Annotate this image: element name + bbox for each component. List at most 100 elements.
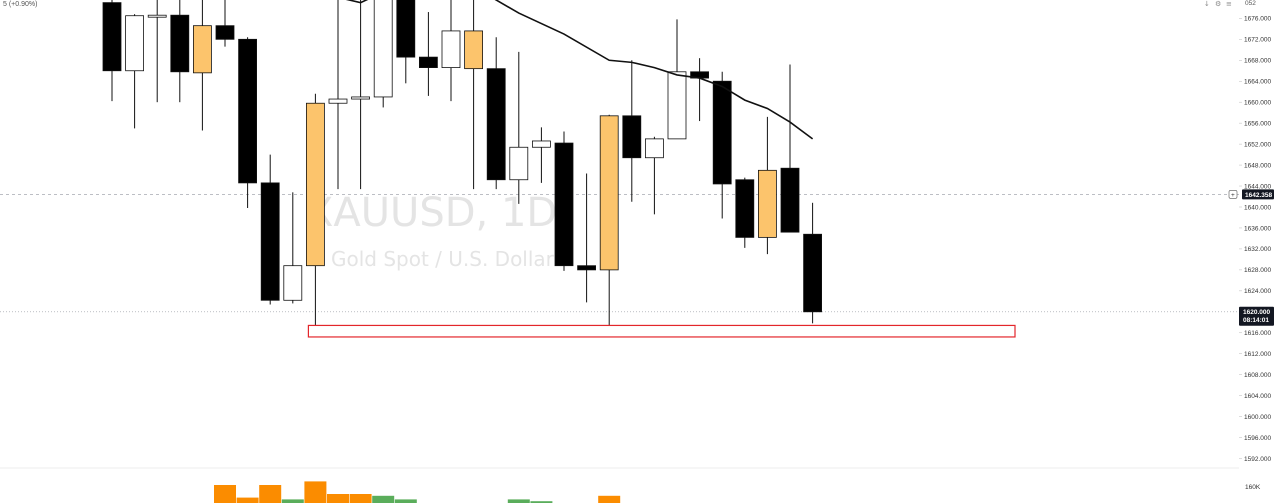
moving-average (345, 0, 814, 140)
y-tick-label: 1644.000 (1244, 183, 1271, 190)
candle-body (803, 233, 822, 313)
candle (147, 0, 167, 103)
y-tick-label: 1600.000 (1244, 414, 1271, 421)
volume-bars (214, 481, 621, 503)
y-tick-label: 1648.000 (1244, 162, 1271, 169)
y-tick-label: 1664.000 (1244, 79, 1271, 86)
candle-body (509, 146, 529, 181)
volume-bar (304, 481, 327, 503)
settings-icon[interactable]: ⚙ (1215, 0, 1221, 8)
candle (305, 93, 325, 326)
y-tick-label: 1632.000 (1244, 246, 1271, 253)
candle-body (667, 71, 687, 140)
candle-body (328, 98, 348, 104)
volume-bar (349, 494, 372, 503)
support-zone (307, 324, 1016, 338)
candle-body (441, 30, 461, 69)
candle (238, 37, 258, 209)
top-bar: 5 (+0.90%) ↓ ⚙ ≡ 052 (3, 0, 1256, 8)
candle (418, 12, 438, 96)
candle (486, 37, 506, 190)
candle-body (622, 115, 642, 159)
y-tick-label: 1616.000 (1244, 330, 1271, 337)
watermark: XAUUSD, 1D Gold Spot / U.S. Dollar (306, 190, 557, 271)
candle-body (554, 142, 574, 267)
volume-bar (327, 494, 349, 503)
candle (780, 64, 800, 233)
candle-body (260, 182, 280, 301)
candle (803, 202, 822, 324)
y-tick-label: 1672.000 (1244, 37, 1271, 44)
y-tick-label: 1636.000 (1244, 225, 1271, 232)
volume-bar (259, 485, 282, 503)
ma-line (345, 0, 814, 140)
volume-bar (598, 495, 621, 503)
candle-body (758, 169, 777, 238)
y-tick-label: 1640.000 (1244, 204, 1271, 211)
candle-body (486, 68, 506, 181)
menu-icon[interactable]: ≡ (1226, 0, 1232, 8)
y-tick-label: 1604.000 (1244, 393, 1271, 400)
y-tick-label: 1624.000 (1244, 288, 1271, 295)
arrow-down-icon[interactable]: ↓ (1204, 0, 1210, 8)
y-tick-label: 1656.000 (1244, 120, 1271, 127)
candle-body (305, 102, 325, 267)
candle (712, 71, 732, 219)
volume-bar (281, 499, 304, 503)
candle-body (780, 167, 800, 233)
candle (215, 0, 235, 47)
candle-body (215, 25, 235, 40)
y-tick-label: 1596.000 (1244, 435, 1271, 442)
volume-bar (394, 499, 417, 503)
candle-body (645, 138, 664, 159)
volume-bar (507, 499, 530, 503)
volume-bar (214, 485, 236, 503)
candle (645, 136, 664, 215)
price-lines (0, 194, 1239, 469)
candle-body (418, 56, 438, 69)
candle-body (238, 38, 258, 184)
y-tick-label: 1660.000 (1244, 99, 1271, 106)
candle (125, 14, 144, 129)
candle (192, 0, 212, 131)
candle (758, 116, 777, 255)
candle (170, 0, 190, 103)
candle (396, 0, 416, 84)
candle-body (373, 0, 393, 98)
candle (283, 192, 303, 304)
candle-body (396, 0, 416, 58)
support-zone-rect (307, 324, 1016, 338)
y-tick-label: 1608.000 (1244, 372, 1271, 379)
candle-body (735, 179, 755, 238)
volume-bar (372, 495, 395, 503)
candle-body (599, 115, 619, 271)
candle-body (102, 2, 122, 72)
candle-body (532, 140, 551, 148)
candle (441, 0, 461, 102)
current-price-tag (1239, 306, 1274, 326)
candle (735, 177, 755, 248)
plus-icon (1228, 190, 1238, 199)
candle-body (125, 15, 144, 72)
volume-bar (530, 501, 553, 503)
candle (260, 154, 280, 305)
y-tick-label: 1652.000 (1244, 141, 1271, 148)
candle-body (192, 25, 212, 74)
watermark-description: Gold Spot / U.S. Dollar (331, 247, 555, 271)
watermark-symbol: XAUUSD, 1D (306, 190, 557, 236)
candle-body (577, 265, 596, 271)
candle (599, 114, 619, 326)
candle-body (351, 96, 371, 100)
candle (102, 0, 122, 102)
countdown-label: 08:14:01 (1243, 317, 1269, 324)
candle-body (283, 265, 303, 301)
candle (328, 0, 348, 190)
candle (373, 0, 393, 108)
candle (351, 0, 371, 190)
volume-axis-label: 160K (1245, 484, 1261, 491)
current-price-label: 1620.000 (1243, 309, 1270, 316)
price-axis[interactable]: 1592.000 1596.000 1600.000 1604.000 1608.000… (1228, 16, 1274, 491)
candle (622, 60, 642, 202)
